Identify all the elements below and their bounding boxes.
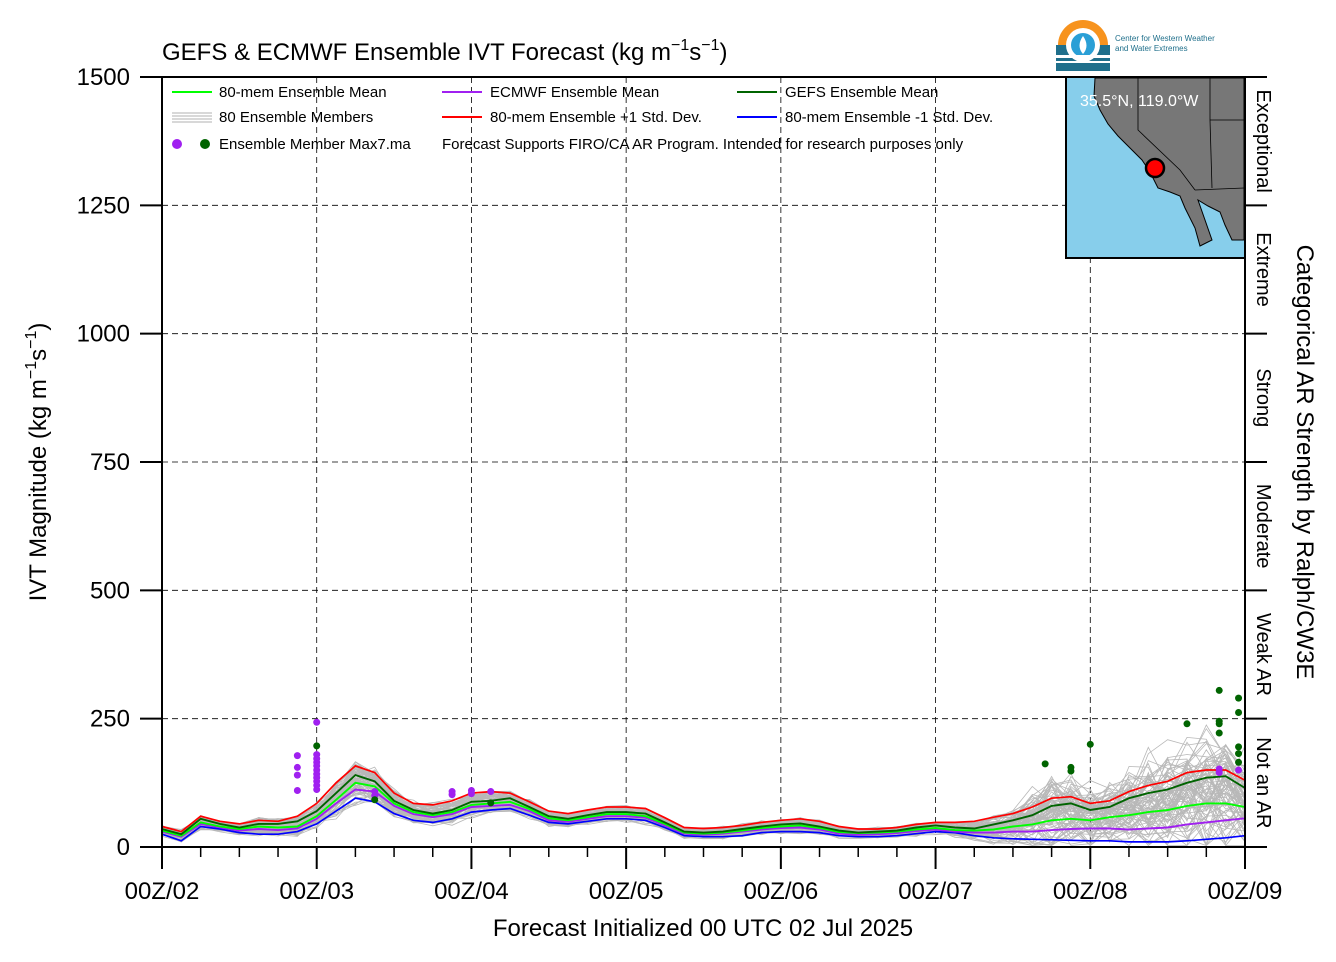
category-label: Not an AR [1252, 737, 1274, 828]
y-tick-label: 750 [90, 449, 130, 476]
map-location-label: 35.5°N, 119.0°W [1080, 93, 1199, 110]
y-tick-label: 500 [90, 577, 130, 604]
land-shape [1093, 77, 1245, 247]
y-axis-label: IVT Magnitude (kg m−1s−1) [23, 323, 52, 602]
member-max-point [1235, 709, 1243, 717]
legend: 80-mem Ensemble Mean ECMWF Ensemble Mean… [172, 84, 993, 153]
category-label: Moderate [1252, 484, 1274, 569]
y-tick-label: 250 [90, 706, 130, 733]
x-tick-label: 00Z/03 [279, 878, 354, 905]
legend-item-minus-1-std: 80-mem Ensemble -1 Std. Dev. [737, 109, 993, 126]
member-max-point [1183, 720, 1191, 728]
member-max-point [293, 787, 301, 795]
svg-text:80-mem Ensemble -1 Std. Dev.: 80-mem Ensemble -1 Std. Dev. [785, 109, 993, 126]
legend-item-gefs-mean: GEFS Ensemble Mean [737, 84, 938, 101]
x-axis-label: Forecast Initialized 00 UTC 02 Jul 2025 [493, 915, 913, 942]
y-axis: 0 250 500 750 1000 1250 1500 [77, 64, 162, 861]
member-max-point [1235, 750, 1243, 758]
member-max-point [1235, 758, 1243, 766]
legend-item-80-mem-mean: 80-mem Ensemble Mean [172, 84, 387, 101]
grid-lines [162, 77, 1245, 847]
logo-text-line1: Center for Western Weather [1115, 34, 1215, 43]
x-tick-label: 00Z/02 [125, 878, 200, 905]
series-line [161, 774, 1246, 836]
member-max-point [371, 796, 379, 804]
ensemble-member-line [161, 801, 1245, 847]
research-note: Forecast Supports FIRO/CA AR Program. In… [442, 136, 964, 153]
category-label: Strong [1252, 368, 1274, 427]
x-tick-label: 00Z/06 [743, 878, 818, 905]
x-tick-label: 00Z/08 [1053, 878, 1128, 905]
member-max-point [1086, 740, 1094, 748]
series-line [161, 781, 1246, 837]
member-max-point [293, 771, 301, 779]
member-max-point [313, 786, 321, 794]
location-marker [1144, 157, 1166, 179]
series-lines [161, 764, 1246, 843]
x-tick-label: 00Z/05 [589, 878, 664, 905]
member-max-point [1067, 767, 1075, 775]
x-axis: 00Z/02 00Z/03 00Z/04 00Z/05 00Z/06 00Z/07 00Z/… [125, 847, 1283, 905]
member-max-point [448, 791, 456, 799]
y-tick-label: 1250 [77, 192, 130, 219]
map-inset: 35.5°N, 119.0°W [1065, 76, 1246, 259]
state-borders [1137, 78, 1245, 191]
x-tick-label: 00Z/04 [434, 878, 509, 905]
member-max-point [313, 718, 321, 726]
category-label: Extreme [1252, 232, 1274, 306]
member-max-point [487, 799, 495, 807]
legend-item-ecmwf-mean: ECMWF Ensemble Mean [442, 84, 659, 101]
member-max-point [1215, 720, 1223, 728]
category-label: Weak AR [1252, 613, 1274, 696]
member-max-point [1215, 729, 1223, 737]
x-tick-label: 00Z/07 [898, 878, 973, 905]
member-max-point [313, 742, 321, 750]
member-max-point [1235, 694, 1243, 702]
series-line [161, 788, 1246, 838]
right-axis-label: Categorical AR Strength by Ralph/CW3E [1291, 245, 1318, 680]
svg-text:80 Ensemble Members: 80 Ensemble Members [219, 109, 373, 126]
y-tick-label: 1000 [77, 321, 130, 348]
series-line [161, 764, 1246, 833]
logo-text-line2: and Water Extremes [1115, 44, 1188, 53]
y-tick-label: 1500 [77, 64, 130, 91]
legend-item-plus-1-std: 80-mem Ensemble +1 Std. Dev. [442, 109, 702, 126]
ensemble-members [161, 724, 1246, 847]
member-max-point [1235, 743, 1243, 751]
series-line [161, 797, 1246, 843]
ensemble-member-line [161, 760, 1246, 834]
svg-text:ECMWF Ensemble Mean: ECMWF Ensemble Mean [490, 84, 659, 101]
member-max-points [293, 686, 1243, 807]
category-label: Exceptional [1252, 89, 1274, 192]
member-max-point [293, 752, 301, 760]
chart-title: GEFS & ECMWF Ensemble IVT Forecast (kg m… [162, 37, 728, 66]
member-max-point [1215, 686, 1223, 694]
svg-text:GEFS Ensemble Mean: GEFS Ensemble Mean [785, 84, 938, 101]
legend-item-80-members: 80 Ensemble Members [172, 109, 373, 126]
member-max-point [487, 788, 495, 796]
member-max-point [1041, 760, 1049, 768]
svg-text:Ensemble Member Max7.ma: Ensemble Member Max7.ma [219, 136, 411, 153]
x-tick-label: 00Z/09 [1208, 878, 1283, 905]
member-max-point [1235, 766, 1243, 774]
cw3e-logo: Center for Western Weather and Water Ext… [1056, 20, 1215, 71]
legend-item-member-max: Ensemble Member Max7.ma [172, 136, 411, 153]
ar-category-axis: Not an AR Weak AR Moderate Strong Extreme Exc… [1245, 76, 1274, 848]
svg-text:80-mem Ensemble +1 Std. Dev.: 80-mem Ensemble +1 Std. Dev. [490, 109, 702, 126]
member-max-point [293, 763, 301, 771]
y-tick-label: 0 [117, 834, 130, 861]
member-max-point [1215, 769, 1223, 777]
member-max-point [467, 790, 475, 798]
svg-text:80-mem Ensemble Mean: 80-mem Ensemble Mean [219, 84, 387, 101]
